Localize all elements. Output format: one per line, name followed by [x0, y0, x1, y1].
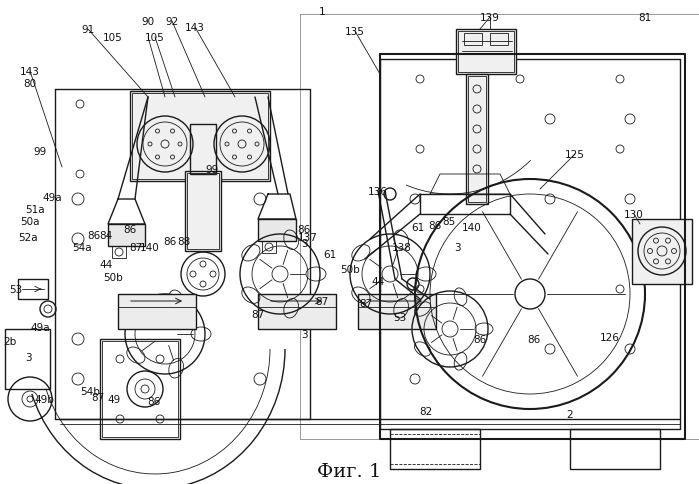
Text: 86: 86: [164, 237, 177, 246]
Text: 130: 130: [624, 210, 644, 220]
Text: 80: 80: [24, 79, 36, 89]
Bar: [468, 77, 486, 203]
Bar: [130, 92, 270, 182]
Text: 87: 87: [359, 298, 373, 308]
Text: 87: 87: [92, 392, 105, 402]
Text: 51a: 51a: [25, 205, 45, 214]
Text: 1: 1: [319, 7, 325, 17]
Text: 52a: 52a: [18, 232, 38, 242]
Text: 44: 44: [99, 259, 113, 270]
Bar: [458, 32, 514, 73]
Bar: [358, 294, 436, 329]
Text: 137: 137: [298, 232, 318, 242]
Text: 91: 91: [81, 25, 94, 35]
Text: 3: 3: [301, 239, 308, 248]
Text: 84: 84: [99, 230, 113, 241]
Text: 86: 86: [527, 334, 540, 344]
Bar: [490, 34, 508, 46]
Text: 105: 105: [145, 33, 165, 43]
Bar: [570, 429, 660, 469]
Text: 87: 87: [252, 309, 265, 319]
Text: 86: 86: [87, 230, 101, 241]
Bar: [190, 125, 216, 175]
Text: 86: 86: [428, 221, 442, 230]
Bar: [456, 30, 516, 75]
Text: Фиг. 1: Фиг. 1: [317, 462, 382, 480]
Text: 139: 139: [480, 13, 500, 23]
Text: 82: 82: [419, 406, 433, 416]
Text: 3: 3: [24, 352, 31, 362]
Text: 143: 143: [185, 23, 205, 33]
Text: 86: 86: [124, 225, 136, 235]
Text: 49a: 49a: [42, 193, 62, 203]
Bar: [102, 341, 178, 437]
Text: 140: 140: [462, 223, 482, 232]
Text: 50b: 50b: [103, 272, 123, 283]
Bar: [464, 34, 482, 46]
Bar: [185, 172, 221, 252]
Text: 54b: 54b: [80, 386, 100, 396]
Text: 49a: 49a: [30, 322, 50, 333]
Text: 135: 135: [345, 27, 365, 37]
Bar: [108, 225, 145, 246]
Text: 143: 143: [20, 67, 40, 77]
Text: 3: 3: [301, 329, 308, 339]
Text: 88: 88: [178, 237, 191, 246]
Text: 140: 140: [140, 242, 160, 253]
Text: 126: 126: [600, 333, 620, 342]
Text: 49: 49: [108, 394, 121, 404]
Text: 99: 99: [34, 147, 47, 157]
Text: 105: 105: [103, 33, 123, 43]
Text: 81: 81: [638, 13, 651, 23]
Text: 2b: 2b: [3, 336, 17, 346]
Bar: [258, 220, 296, 242]
Text: 61: 61: [324, 249, 337, 259]
Text: 50b: 50b: [340, 264, 360, 274]
Text: 125: 125: [565, 150, 585, 160]
Text: 99: 99: [206, 165, 219, 175]
Text: 90: 90: [141, 17, 154, 27]
Text: 50a: 50a: [20, 216, 40, 227]
Text: 138: 138: [392, 242, 412, 253]
Text: 2: 2: [567, 409, 573, 419]
Text: 49b: 49b: [34, 394, 54, 404]
Bar: [5, 329, 50, 389]
Text: 54a: 54a: [72, 242, 92, 253]
Text: 53: 53: [9, 285, 22, 294]
Text: 87: 87: [315, 296, 329, 306]
Text: 87: 87: [129, 242, 143, 253]
Text: 3: 3: [454, 242, 461, 253]
Bar: [632, 220, 692, 285]
Text: 61: 61: [412, 223, 424, 232]
Text: 53: 53: [394, 312, 407, 322]
Bar: [187, 174, 219, 249]
Bar: [18, 279, 48, 300]
Text: 86: 86: [147, 396, 161, 406]
Text: 86: 86: [297, 225, 310, 235]
Bar: [118, 294, 196, 329]
Bar: [100, 339, 180, 439]
Text: 86: 86: [473, 334, 487, 344]
Text: 44: 44: [371, 276, 384, 287]
Bar: [112, 246, 126, 258]
Bar: [466, 75, 488, 205]
Bar: [390, 429, 480, 469]
Text: 136: 136: [368, 187, 388, 197]
Bar: [258, 294, 336, 329]
Text: 85: 85: [442, 216, 456, 227]
Text: 92: 92: [166, 17, 179, 27]
Bar: [132, 94, 268, 180]
Bar: [262, 242, 276, 254]
